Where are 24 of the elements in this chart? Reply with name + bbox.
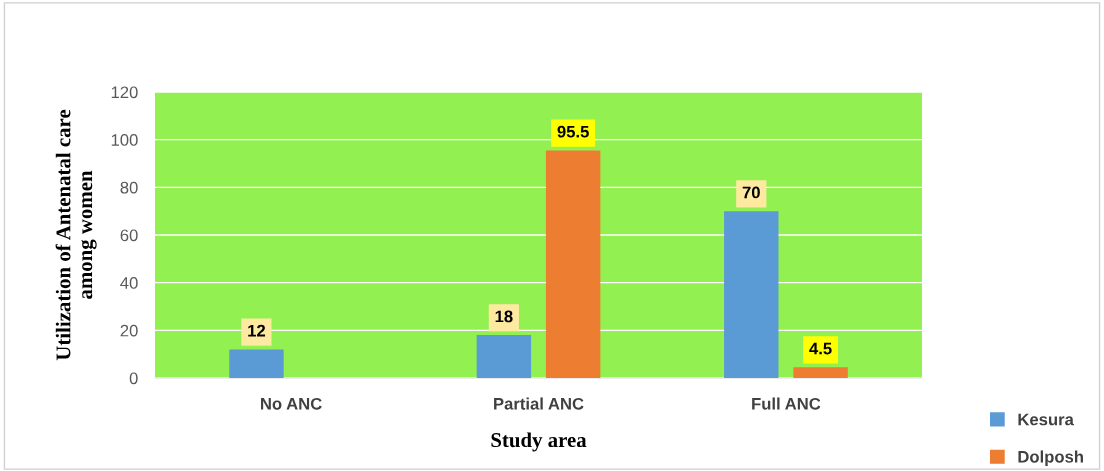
legend-label: Dolposh bbox=[1018, 450, 1083, 466]
bar bbox=[724, 211, 779, 378]
y-axis-title: Utilization of Antenatal care among women bbox=[55, 109, 97, 361]
legend-label: Kesura bbox=[1018, 413, 1074, 426]
x-tick-label: Full ANC bbox=[752, 397, 821, 410]
y-tick-label: 0 bbox=[129, 372, 138, 385]
y-tick-label: 40 bbox=[120, 277, 138, 289]
data-label: 4.5 bbox=[809, 342, 832, 355]
x-tick-label: No ANC bbox=[261, 397, 322, 410]
x-axis-title: Study area bbox=[491, 432, 587, 452]
bar bbox=[476, 335, 532, 378]
y-tick-label: 80 bbox=[120, 181, 138, 194]
y-tick-label: 120 bbox=[111, 86, 138, 99]
data-label: 12 bbox=[248, 324, 266, 337]
y-tick-label: 100 bbox=[111, 134, 138, 146]
data-label: 18 bbox=[495, 310, 513, 323]
x-tick-label: Partial ANC bbox=[494, 397, 584, 410]
bar bbox=[793, 367, 848, 378]
y-tick-label: 20 bbox=[120, 324, 138, 337]
bar bbox=[229, 349, 284, 378]
bar bbox=[545, 150, 601, 378]
data-label: 70 bbox=[742, 186, 760, 199]
y-tick-label: 60 bbox=[120, 229, 138, 242]
data-label: 95.5 bbox=[557, 125, 589, 138]
